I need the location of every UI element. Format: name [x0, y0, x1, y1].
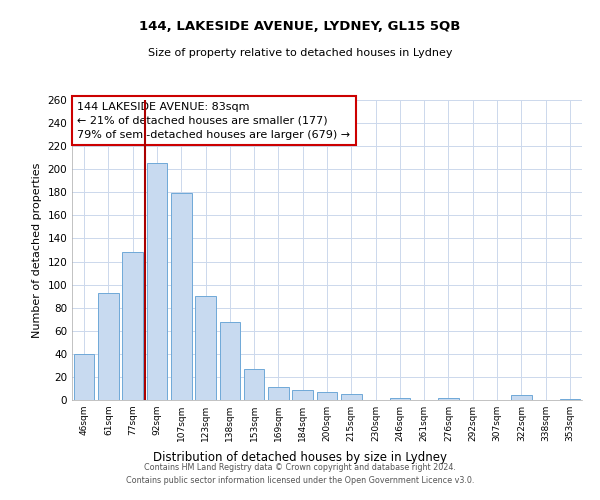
Bar — [220, 322, 240, 400]
Bar — [560, 399, 580, 400]
Bar — [268, 388, 289, 400]
Bar — [511, 396, 532, 400]
Text: Size of property relative to detached houses in Lydney: Size of property relative to detached ho… — [148, 48, 452, 58]
Bar — [438, 398, 459, 400]
Bar — [389, 398, 410, 400]
Bar — [292, 390, 313, 400]
Text: 144, LAKESIDE AVENUE, LYDNEY, GL15 5QB: 144, LAKESIDE AVENUE, LYDNEY, GL15 5QB — [139, 20, 461, 33]
Bar — [122, 252, 143, 400]
Bar — [341, 394, 362, 400]
Bar — [244, 369, 265, 400]
Text: 144 LAKESIDE AVENUE: 83sqm
← 21% of detached houses are smaller (177)
79% of sem: 144 LAKESIDE AVENUE: 83sqm ← 21% of deta… — [77, 102, 350, 140]
Y-axis label: Number of detached properties: Number of detached properties — [32, 162, 42, 338]
Bar — [195, 296, 216, 400]
Text: Contains HM Land Registry data © Crown copyright and database right 2024.
Contai: Contains HM Land Registry data © Crown c… — [126, 464, 474, 485]
Text: Distribution of detached houses by size in Lydney: Distribution of detached houses by size … — [153, 451, 447, 464]
Bar — [98, 292, 119, 400]
Bar — [171, 194, 191, 400]
Bar — [146, 164, 167, 400]
Bar — [317, 392, 337, 400]
Bar — [74, 354, 94, 400]
